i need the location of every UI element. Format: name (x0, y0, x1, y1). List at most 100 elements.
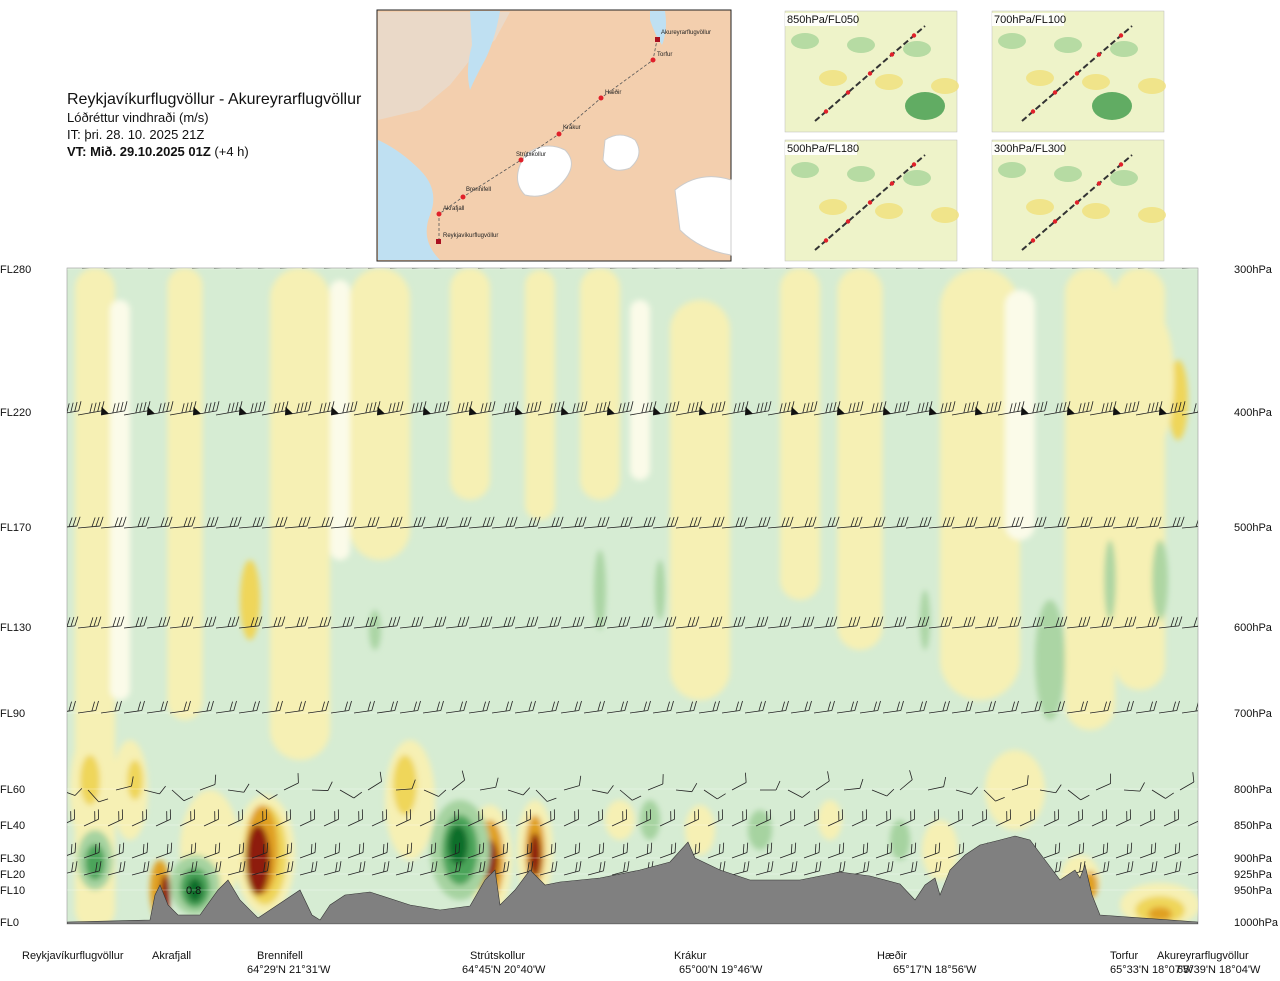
wind-barb (227, 861, 246, 876)
pressure-tick-label: 300hPa (1234, 264, 1273, 276)
map-label-reykjavik: Reykjavíkurflugvöllur (443, 233, 498, 239)
wind-barb (611, 809, 627, 827)
wind-barb (131, 861, 150, 876)
downdraft-band (167, 268, 203, 720)
wind-barb (947, 809, 963, 827)
wind-barb (491, 616, 516, 629)
wind-barb (951, 700, 973, 714)
wind-barb (951, 616, 976, 629)
updraft-core (1104, 540, 1116, 620)
map-marker-krakur (556, 131, 562, 137)
wind-barb (827, 809, 843, 827)
wind-barb (199, 774, 217, 791)
map-label-haedir: Hæðir (605, 89, 621, 96)
wind-barb (445, 401, 473, 416)
wind-barb (767, 700, 789, 714)
wind-barb (923, 842, 941, 859)
fl-tick-label: FL130 (0, 622, 31, 634)
wind-barb (836, 700, 858, 714)
wind-barb (107, 842, 125, 859)
wind-barb (323, 809, 339, 827)
wind-barb (905, 700, 927, 714)
wind-barb (284, 616, 309, 629)
wind-barb (399, 516, 426, 529)
wind-barb (635, 842, 653, 859)
wind-barb (1115, 861, 1134, 876)
wind-barb (67, 788, 83, 796)
wind-barb (507, 787, 531, 796)
wind-barb (882, 700, 904, 714)
wind-barb (123, 401, 151, 416)
wind-barb (1139, 842, 1157, 859)
wind-barb (652, 516, 679, 529)
wind-barb (238, 401, 266, 416)
field-blob (80, 755, 100, 805)
wind-barb (491, 842, 509, 859)
field-blob (1148, 907, 1172, 921)
waypoint-coord: 64°29'N 21°31'W (247, 964, 331, 976)
wind-barb (100, 700, 122, 714)
wind-barb (155, 809, 171, 827)
wind-barb (859, 700, 881, 714)
wind-barb (1066, 401, 1094, 416)
wind-barb (330, 700, 352, 714)
wind-barb (803, 809, 819, 827)
wind-barb (100, 516, 127, 529)
wind-barb (721, 616, 746, 629)
wind-barb (468, 401, 496, 416)
fl-tick-label: FL10 (0, 885, 25, 897)
updraft-max (448, 825, 468, 865)
wind-barb (974, 616, 999, 629)
downdraft-band (1065, 268, 1115, 730)
map-marker-brennifell (460, 194, 466, 200)
wind-barb (955, 786, 979, 795)
wind-barb (629, 401, 657, 416)
wind-barb (583, 401, 611, 416)
wind-barb (323, 268, 348, 269)
wind-barb (803, 861, 822, 876)
map-marker-haedir (598, 95, 604, 101)
wind-barb (443, 842, 461, 859)
wind-barb (422, 401, 450, 416)
wind-barb (257, 268, 282, 269)
wind-barb (905, 401, 933, 416)
wind-barb (1181, 616, 1198, 629)
updraft-core (920, 590, 930, 650)
wind-barb (1112, 401, 1140, 416)
wind-barb (591, 785, 614, 794)
updraft-core (85, 844, 105, 880)
wind-barb (123, 516, 150, 529)
wind-barb (703, 789, 726, 800)
wind-barb (307, 616, 332, 629)
wind-barb (1187, 852, 1198, 859)
wind-barb (423, 789, 447, 797)
wind-barb (675, 516, 702, 529)
waypoint-name: Strútskollur (470, 950, 525, 962)
wind-barb (227, 842, 245, 859)
wind-barb (330, 401, 358, 416)
map-label-krakur: Krákur (563, 125, 581, 131)
wind-barb (1135, 516, 1162, 529)
wind-barb (203, 809, 219, 827)
wind-barb (836, 616, 861, 629)
wind-barb (376, 516, 403, 529)
wind-barb (1112, 616, 1137, 629)
wind-barb (347, 809, 363, 827)
wind-barb (330, 516, 357, 529)
map-sea-eyjafjordur (650, 11, 666, 45)
wind-barb (563, 842, 581, 859)
wind-barb (1181, 268, 1198, 269)
wind-barb (395, 809, 411, 827)
wind-barb (537, 700, 559, 714)
wind-barb (1139, 809, 1155, 827)
wind-barb (659, 842, 677, 859)
pressure-tick-label: 500hPa (1234, 522, 1273, 534)
wind-barb (123, 616, 148, 629)
wind-barb (815, 771, 830, 791)
wind-barb (875, 809, 891, 827)
flight-level-axis: FL280 FL220 FL170 FL130 FL90 FL60 FL40 FL30 FL20… (0, 264, 31, 929)
wind-barb (1020, 616, 1045, 629)
waypoint-name: Hæðir (877, 950, 907, 962)
wind-barb (997, 616, 1022, 629)
wind-barb (875, 842, 893, 859)
